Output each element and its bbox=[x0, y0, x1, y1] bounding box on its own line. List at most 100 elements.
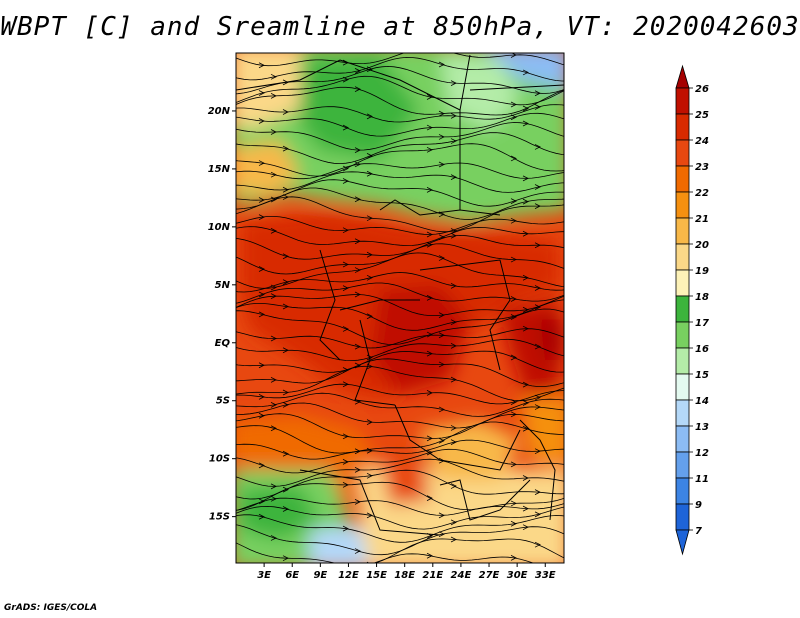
lat-tick-label: 5S bbox=[216, 396, 230, 407]
streamline bbox=[236, 252, 564, 289]
colorbar-label: 17 bbox=[695, 318, 709, 329]
streamline-arrow bbox=[258, 362, 265, 369]
streamline-arrow bbox=[426, 449, 433, 456]
streamline-arrow bbox=[438, 332, 445, 339]
streamline-arrow bbox=[366, 313, 373, 320]
streamline bbox=[236, 171, 564, 193]
streamline-arrow bbox=[450, 483, 457, 489]
streamline-arrow bbox=[426, 495, 433, 501]
streamline-arrow bbox=[510, 101, 517, 108]
lon-tick-label: 15E bbox=[366, 570, 387, 581]
streamline-arrow bbox=[438, 512, 445, 519]
streamline bbox=[236, 338, 564, 362]
streamline-arrow bbox=[366, 66, 373, 73]
streamline bbox=[236, 328, 564, 349]
credit-text: GrADS: IGES/COLA bbox=[4, 603, 98, 613]
streamline-arrow bbox=[450, 519, 457, 526]
streamline-arrow bbox=[522, 69, 529, 76]
streamline-arrow bbox=[366, 215, 373, 222]
streamline-arrow bbox=[534, 394, 541, 401]
streamline-arrow bbox=[366, 113, 373, 120]
colorbar-label: 20 bbox=[695, 240, 709, 251]
streamline-arrow bbox=[450, 376, 457, 383]
streamline bbox=[236, 122, 564, 151]
lat-tick-label: EQ bbox=[215, 338, 231, 349]
colorbar-label: 9 bbox=[695, 500, 702, 511]
streamline-arrow bbox=[450, 138, 457, 144]
streamline-arrow bbox=[258, 291, 265, 298]
lon-tick-label: 18E bbox=[394, 570, 415, 581]
streamline-arrow bbox=[258, 462, 265, 469]
streamline-arrow bbox=[438, 110, 445, 117]
streamline-arrow bbox=[426, 241, 433, 248]
streamline bbox=[236, 458, 564, 487]
streamline-arrow bbox=[366, 251, 373, 258]
streamline-arrow bbox=[354, 147, 361, 153]
streamline-arrow bbox=[510, 198, 517, 204]
streamline bbox=[236, 272, 564, 293]
streamline-arrow bbox=[366, 447, 373, 454]
streamline-arrow bbox=[510, 411, 517, 418]
streamline-arrow bbox=[510, 461, 517, 468]
streamline-arrow bbox=[534, 541, 541, 548]
streamline-arrow bbox=[426, 552, 433, 559]
streamline-arrow bbox=[450, 425, 457, 431]
streamline-arrow bbox=[270, 73, 277, 80]
colorbar-label: 12 bbox=[695, 448, 709, 459]
streamline-arrow bbox=[510, 354, 517, 361]
streamline-arrow bbox=[342, 227, 349, 234]
lat-tick-label: 15N bbox=[208, 164, 231, 175]
streamline-arrow bbox=[342, 381, 349, 388]
streamline-arrow bbox=[426, 124, 433, 131]
colorbar-label: 25 bbox=[695, 110, 709, 121]
streamline bbox=[236, 234, 564, 260]
streamline-arrow bbox=[438, 437, 445, 444]
streamline-arrow bbox=[342, 326, 349, 332]
lon-tick-label: 27E bbox=[479, 570, 500, 581]
lat-tick-label: 15S bbox=[209, 512, 230, 523]
lon-tick-label: 30E bbox=[507, 570, 528, 581]
streamline-arrow bbox=[534, 448, 541, 455]
colorbar-label: 26 bbox=[695, 84, 709, 95]
streamline bbox=[236, 505, 564, 530]
streamline-arrow bbox=[282, 279, 289, 285]
lon-tick-label: 9E bbox=[313, 570, 327, 581]
colorbar-top-arrow bbox=[675, 64, 690, 89]
streamline-arrow bbox=[366, 170, 373, 177]
streamline-arrow bbox=[366, 512, 373, 519]
streamline bbox=[236, 538, 564, 563]
streamline-arrow bbox=[342, 178, 349, 184]
streamline-arrow bbox=[342, 481, 349, 488]
streamline-arrow bbox=[510, 500, 517, 507]
streamline-arrow bbox=[282, 79, 289, 86]
temperature-field bbox=[236, 53, 564, 563]
streamline-arrow bbox=[450, 536, 457, 543]
streamline-arrow bbox=[342, 433, 349, 440]
streamline bbox=[236, 299, 564, 331]
colorbar-label: 22 bbox=[695, 188, 709, 199]
streamline-arrow bbox=[282, 186, 289, 193]
streamline-arrow bbox=[342, 285, 349, 292]
streamline-arrow bbox=[258, 311, 265, 318]
colorbar-swatch bbox=[675, 165, 690, 193]
streamline-arrow bbox=[534, 285, 541, 291]
streamline-arrow bbox=[534, 511, 541, 518]
streamline-arrow bbox=[366, 419, 373, 425]
streamline-arrow bbox=[258, 118, 265, 124]
streamline-arrow bbox=[354, 291, 361, 298]
streamline-arrow bbox=[522, 105, 529, 112]
colorbar: 26 25 24 23 22 21 20 19 18 17 16 15 14 13 12 11 9 7 bbox=[675, 64, 709, 556]
colorbar-swatch bbox=[675, 399, 690, 427]
streamline-arrow bbox=[282, 450, 289, 457]
streamline-arrow bbox=[426, 294, 433, 301]
streamline-arrow bbox=[438, 312, 445, 318]
streamline bbox=[236, 421, 564, 454]
streamline-arrow bbox=[258, 513, 265, 520]
map-frame bbox=[235, 52, 565, 564]
streamline-arrow bbox=[366, 274, 373, 281]
streamline-arrow bbox=[534, 489, 541, 496]
streamline-arrow bbox=[354, 499, 361, 505]
streamline-arrow bbox=[354, 196, 361, 203]
colorbar-label: 11 bbox=[695, 474, 709, 485]
streamline-arrow bbox=[426, 146, 433, 153]
